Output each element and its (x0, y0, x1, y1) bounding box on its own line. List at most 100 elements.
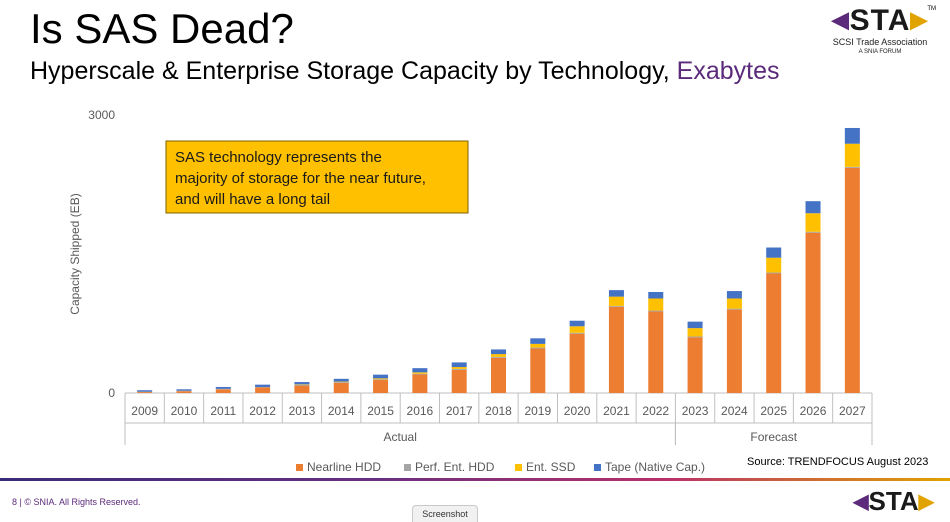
bar-segment (452, 370, 467, 393)
bar-segment (216, 389, 231, 393)
bar-segment (648, 298, 663, 310)
bar-segment (570, 333, 585, 334)
footer-gradient-bar (0, 478, 950, 481)
bar-segment (373, 378, 388, 379)
bar-segment (452, 367, 467, 369)
legend-label: Tape (Native Cap.) (605, 460, 705, 474)
bar-segment (688, 328, 703, 336)
footer-logo-arrow-right-icon: ▶ (919, 491, 934, 513)
legend-label: Ent. SSD (526, 460, 576, 474)
x-tick-label: 2009 (131, 404, 158, 418)
bar-segment (766, 258, 781, 273)
bar-segment (688, 337, 703, 393)
bar-segment (294, 382, 309, 384)
x-tick-label: 2013 (289, 404, 316, 418)
bar-segment (806, 232, 821, 233)
bar-segment (255, 387, 270, 393)
legend-label: Perf. Ent. HDD (415, 460, 495, 474)
bar-segment (845, 144, 860, 167)
bar-segment (491, 349, 506, 354)
bar-segment (294, 385, 309, 386)
bar-segment (530, 344, 545, 348)
bar-segment (334, 383, 349, 393)
bar-segment (570, 334, 585, 393)
bar-segment (491, 354, 506, 357)
bar-segment (609, 290, 624, 296)
x-tick-label: 2017 (446, 404, 473, 418)
x-tick-label: 2010 (171, 404, 198, 418)
legend-swatch (404, 464, 411, 471)
bar-segment (845, 168, 860, 393)
bar-segment (570, 321, 585, 327)
group-label: Forecast (750, 430, 797, 444)
bar-segment (216, 387, 231, 389)
source-note: Source: TRENDFOCUS August 2023 (747, 456, 928, 468)
bar-segment (688, 322, 703, 328)
bar-segment (688, 336, 703, 337)
bar-segment (766, 273, 781, 274)
legend-swatch (515, 464, 522, 471)
y-tick-label: 3000 (88, 108, 115, 122)
bar-segment (176, 389, 191, 390)
bar-segment (373, 379, 388, 380)
annotation-line: majority of storage for the near future, (175, 170, 426, 187)
screenshot-tab[interactable]: Screenshot (412, 505, 478, 522)
bar-segment (137, 390, 152, 391)
x-tick-label: 2016 (407, 404, 434, 418)
legend-swatch (594, 464, 601, 471)
bar-segment (609, 307, 624, 393)
x-tick-label: 2012 (249, 404, 276, 418)
y-axis-label: Capacity Shipped (EB) (68, 193, 82, 314)
x-tick-label: 2026 (800, 404, 827, 418)
bar-segment (255, 385, 270, 387)
bar-segment (412, 374, 427, 393)
bar-segment (609, 306, 624, 307)
bar-segment (452, 369, 467, 370)
bar-segment (491, 357, 506, 358)
bar-segment (412, 368, 427, 372)
x-tick-label: 2022 (642, 404, 669, 418)
bar-segment (806, 233, 821, 393)
footer-logo-arrow-left-icon: ◀ (853, 491, 868, 513)
bar-segment (845, 128, 860, 144)
bar-segment (412, 374, 427, 375)
bar-segment (648, 311, 663, 393)
bar-segment (766, 248, 781, 258)
bar-segment (412, 372, 427, 373)
footer-sta-logo: ◀STA▶ (853, 486, 934, 517)
bar-segment (648, 311, 663, 312)
bar-segment (294, 386, 309, 393)
bar-segment (530, 349, 545, 393)
x-tick-label: 2027 (839, 404, 866, 418)
x-tick-label: 2018 (485, 404, 512, 418)
bar-segment (609, 297, 624, 306)
bar-segment (373, 375, 388, 379)
bar-segment (570, 326, 585, 332)
x-tick-label: 2014 (328, 404, 355, 418)
footer-copyright: 8 | © SNIA. All Rights Reserved. (12, 497, 141, 507)
bar-segment (491, 358, 506, 393)
x-tick-label: 2019 (524, 404, 551, 418)
annotation-line: SAS technology represents the (175, 149, 382, 166)
bar-segment (648, 292, 663, 298)
bar-segment (806, 201, 821, 213)
group-label: Actual (384, 430, 417, 444)
bar-segment (373, 380, 388, 393)
bar-segment (334, 382, 349, 383)
y-tick-label: 0 (108, 386, 115, 400)
storage-capacity-chart: 0 3000 Capacity Shipped (EB) 2009 2010 2011 20… (0, 0, 950, 478)
bar-segment (530, 348, 545, 349)
bar-segment (727, 309, 742, 310)
x-tick-label: 2023 (682, 404, 709, 418)
bar-segment (530, 338, 545, 344)
x-tick-label: 2015 (367, 404, 394, 418)
bar-segment (766, 273, 781, 393)
x-tick-label: 2011 (210, 404, 236, 418)
x-tick-label: 2021 (603, 404, 630, 418)
legend-swatch (296, 464, 303, 471)
bar-segment (176, 391, 191, 393)
x-tick-label: 2025 (760, 404, 787, 418)
footer-logo-text: STA (869, 486, 919, 516)
bar-segment (334, 379, 349, 382)
x-tick-label: 2024 (721, 404, 748, 418)
